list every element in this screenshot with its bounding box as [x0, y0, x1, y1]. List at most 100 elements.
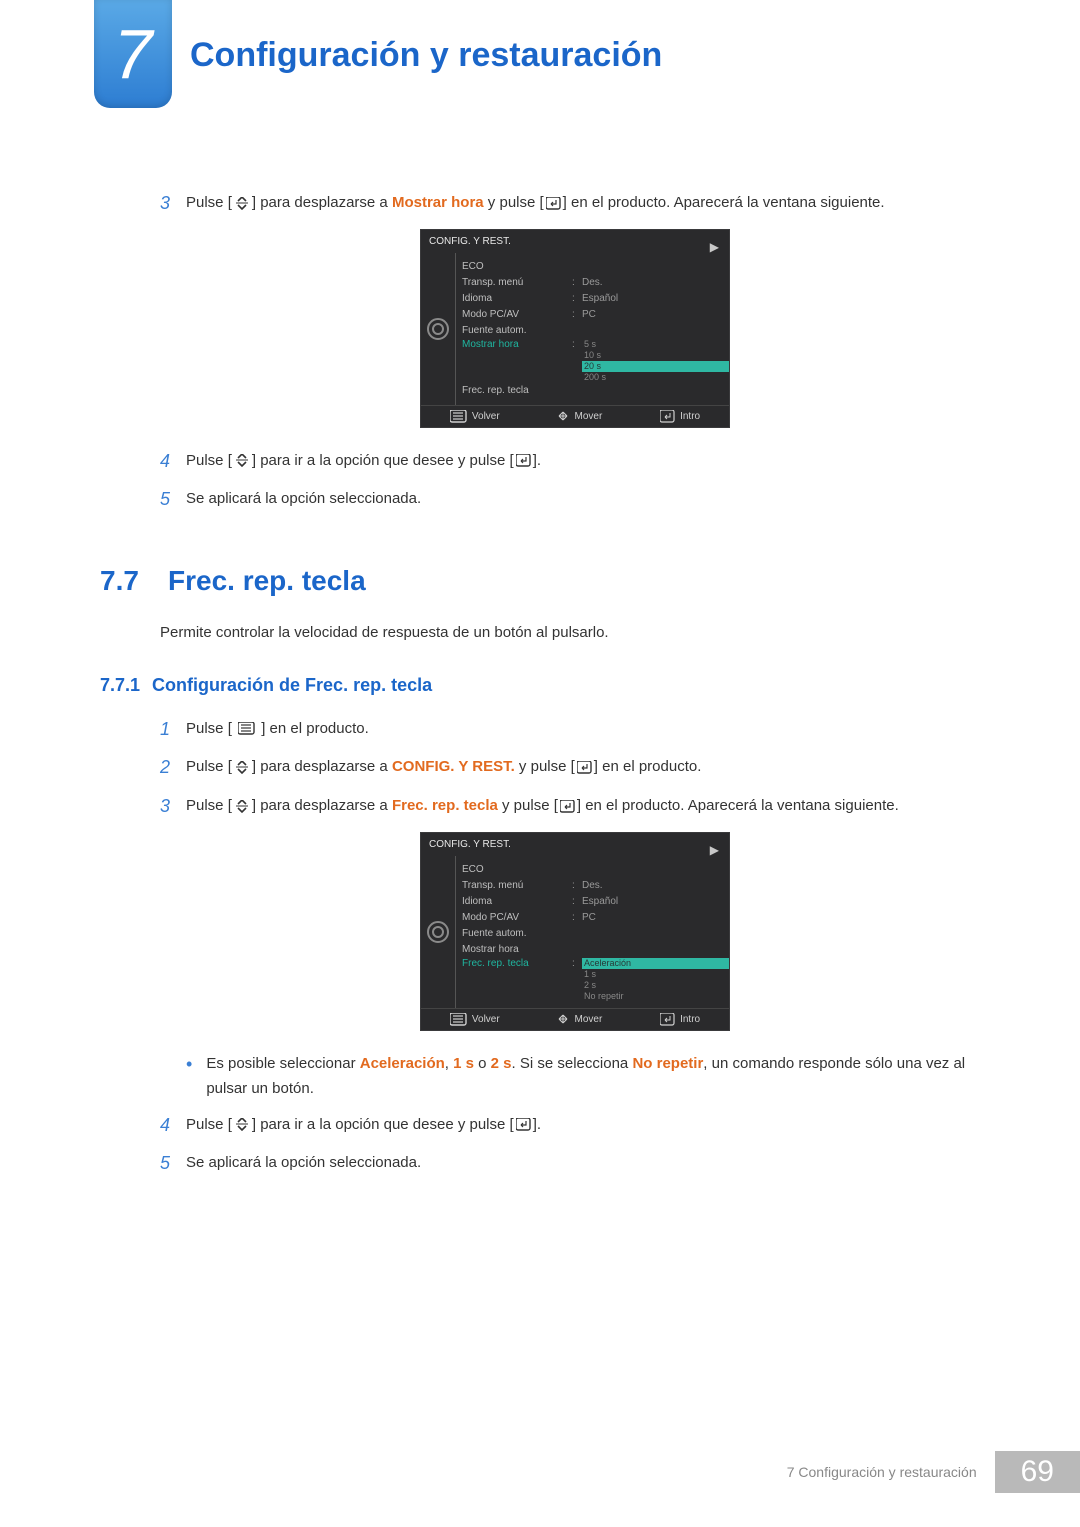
osd-row-label: Mostrar hora	[462, 339, 572, 350]
step-line: 4 Pulse [] para ir a la opción que desee…	[160, 1112, 990, 1141]
step-line: 1 Pulse [ ] en el producto.	[160, 716, 990, 745]
osd-option: 1 s	[582, 969, 729, 980]
content-area: 3 Pulse [] para desplazarse a Mostrar ho…	[0, 140, 1080, 1179]
enter-icon	[546, 197, 561, 210]
step-line: 2 Pulse [] para desplazarse a CONFIG. Y …	[160, 754, 990, 783]
osd-row: Mostrar hora	[462, 942, 729, 958]
osd-row: Mostrar hora:5 s10 s20 s200 s	[462, 339, 729, 383]
osd-rows: ECO Transp. menú:Des.Idioma:EspañolModo P…	[455, 253, 729, 405]
updown-icon	[234, 454, 250, 467]
subsection-heading: 7.7.1Configuración de Frec. rep. tecla	[100, 675, 990, 696]
osd-footer-back: Volver	[450, 410, 500, 423]
step-text: Pulse [] para desplazarse a CONFIG. Y RE…	[186, 754, 990, 780]
osd-row: Frec. rep. tecla	[462, 383, 729, 399]
osd-category-icon	[421, 253, 455, 405]
osd-footer: Volver Mover Intro	[421, 405, 729, 427]
step-number: 5	[160, 1148, 186, 1179]
osd-option: 2 s	[582, 980, 729, 991]
step-text: Se aplicará la opción seleccionada.	[186, 1150, 990, 1176]
page-footer: 7 Configuración y restauración 69	[769, 1451, 1080, 1493]
osd-row-label: Fuente autom.	[462, 325, 572, 336]
osd-title: CONFIG. Y REST.	[421, 833, 729, 856]
osd-row-label: Frec. rep. tecla	[462, 958, 572, 969]
chapter-number: 7	[114, 14, 153, 94]
bullet-text: Es posible seleccionar Aceleración, 1 s …	[206, 1051, 990, 1102]
osd-row-value: PC	[582, 309, 729, 320]
enter-icon	[516, 1118, 531, 1131]
osd-row: Modo PC/AV:PC	[462, 910, 729, 926]
osd-category-icon	[421, 856, 455, 1008]
step-text: Pulse [ ] en el producto.	[186, 716, 990, 742]
osd-row: Transp. menú:Des.	[462, 275, 729, 291]
updown-icon	[234, 761, 250, 774]
osd-row-options: Aceleración1 s2 sNo repetir	[582, 958, 729, 1002]
osd-row-label: Idioma	[462, 293, 572, 304]
osd-option: 5 s	[582, 339, 729, 350]
bullet-note: • Es posible seleccionar Aceleración, 1 …	[186, 1051, 990, 1102]
step-number: 3	[160, 791, 186, 822]
osd-row-label: ECO	[462, 864, 572, 875]
osd-row-label: Frec. rep. tecla	[462, 385, 572, 396]
osd-footer: Volver Mover Intro	[421, 1008, 729, 1030]
footer-page-number: 69	[995, 1451, 1080, 1493]
section-heading: 7.7 Frec. rep. tecla	[100, 565, 990, 597]
osd-arrow-icon: ▶	[710, 240, 719, 254]
section-number: 7.7	[100, 565, 150, 597]
step-number: 3	[160, 188, 186, 219]
step-line: 5 Se aplicará la opción seleccionada.	[160, 1150, 990, 1179]
osd-row-value: Español	[582, 896, 729, 907]
osd-row-value: Des.	[582, 880, 729, 891]
osd-row: Frec. rep. tecla:Aceleración1 s2 sNo rep…	[462, 958, 729, 1002]
osd-row: Transp. menú:Des.	[462, 878, 729, 894]
updown-icon	[234, 1118, 250, 1131]
osd-option: 10 s	[582, 350, 729, 361]
osd-row: ECO	[462, 862, 729, 878]
osd-row-label: ECO	[462, 261, 572, 272]
step-text: Se aplicará la opción seleccionada.	[186, 486, 990, 512]
step-number: 4	[160, 446, 186, 477]
osd-option: No repetir	[582, 991, 729, 1002]
step-line: 4 Pulse [] para ir a la opción que desee…	[160, 448, 990, 477]
step-text: Pulse [] para ir a la opción que desee y…	[186, 1112, 990, 1138]
enter-icon	[516, 454, 531, 467]
osd-screenshot-2: CONFIG. Y REST. ▶ ECOTransp. menú:Des.Id…	[420, 832, 730, 1031]
osd-row-label: Transp. menú	[462, 277, 572, 288]
osd-screenshot-1: CONFIG. Y REST. ▶ ECOTransp. menú:Des.Id…	[420, 229, 730, 428]
osd-row: Modo PC/AV:PC	[462, 307, 729, 323]
subsection-title: Configuración de Frec. rep. tecla	[152, 675, 432, 695]
step-number: 1	[160, 714, 186, 745]
section-title: Frec. rep. tecla	[168, 565, 366, 597]
osd-row: ECO	[462, 259, 729, 275]
step-number: 2	[160, 752, 186, 783]
osd-footer-back: Volver	[450, 1013, 500, 1026]
osd-option: 200 s	[582, 372, 729, 383]
osd-row: Fuente autom.	[462, 926, 729, 942]
enter-icon	[577, 761, 592, 774]
osd-row-value: Des.	[582, 277, 729, 288]
osd-footer-enter: Intro	[660, 1013, 700, 1026]
osd-row-label: Mostrar hora	[462, 944, 572, 955]
chapter-tab: 7	[94, 0, 172, 108]
osd-footer-move: Mover	[557, 410, 602, 422]
bullet-icon: •	[186, 1055, 192, 1073]
osd-footer-move: Mover	[557, 1013, 602, 1025]
updown-icon	[234, 800, 250, 813]
updown-icon	[234, 197, 250, 210]
step-number: 4	[160, 1110, 186, 1141]
osd-row-label: Fuente autom.	[462, 928, 572, 939]
osd-row-label: Transp. menú	[462, 880, 572, 891]
osd-arrow-icon: ▶	[710, 843, 719, 857]
osd-row: Fuente autom.	[462, 323, 729, 339]
osd-rows: ECO Transp. menú:Des.Idioma:EspañolModo P…	[455, 856, 729, 1008]
osd-footer-enter: Intro	[660, 410, 700, 423]
osd-row-value: Español	[582, 293, 729, 304]
step-text: Pulse [] para desplazarse a Frec. rep. t…	[186, 793, 990, 819]
osd-row: Idioma:Español	[462, 291, 729, 307]
step-text: Pulse [] para ir a la opción que desee y…	[186, 448, 990, 474]
osd-row-label: Idioma	[462, 896, 572, 907]
osd-row-options: 5 s10 s20 s200 s	[582, 339, 729, 383]
page-header: 7 Configuración y restauración	[0, 0, 1080, 140]
footer-text: 7 Configuración y restauración	[769, 1451, 995, 1493]
osd-row: Idioma:Español	[462, 894, 729, 910]
section-description: Permite controlar la velocidad de respue…	[160, 621, 990, 645]
